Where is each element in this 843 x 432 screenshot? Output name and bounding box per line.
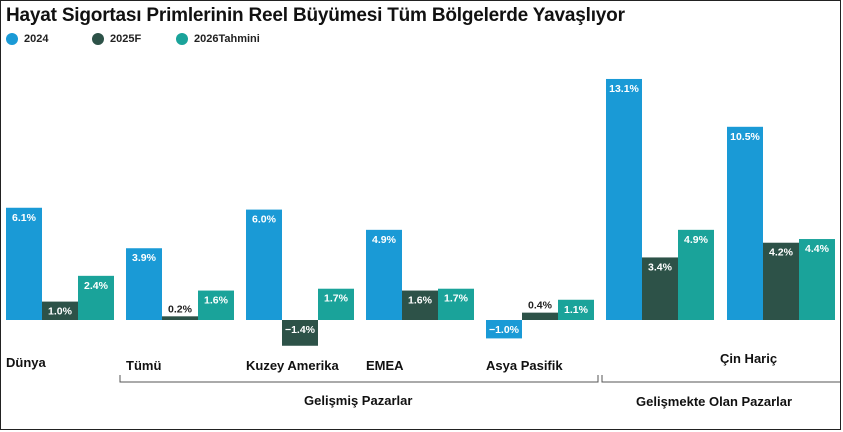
bar-g5-s2: [678, 229, 714, 320]
category-label-5: Çin Hariç: [720, 351, 777, 366]
value-label-g2-s2: 1.7%: [324, 293, 349, 305]
bar-g3-s2: [438, 288, 474, 320]
value-label-g0-s1: 1.0%: [48, 306, 73, 318]
legend-swatch-2024: [6, 33, 18, 45]
value-label-g3-s1: 1.6%: [408, 295, 433, 307]
bar-g2-s1: [282, 320, 318, 346]
value-label-g0-s0: 6.1%: [12, 212, 37, 224]
bar-g6-s0: [727, 126, 763, 320]
bracket-developed: [119, 375, 599, 383]
bar-g5-s0: [606, 78, 642, 321]
bar-g3-s0: [366, 229, 402, 320]
value-label-g1-s0: 3.9%: [132, 252, 157, 264]
legend-item-2025f: 2025F: [92, 33, 141, 45]
category-label-1: Tümü: [126, 358, 161, 373]
legend-swatch-2026: [176, 33, 188, 45]
category-label-4: Asya Pasifik: [486, 358, 563, 373]
value-label-g5-s2: 4.9%: [684, 234, 709, 246]
value-label-g6-s1: 4.2%: [769, 247, 794, 259]
value-label-g2-s1: −1.4%: [285, 324, 316, 336]
value-label-g3-s2: 1.7%: [444, 293, 469, 305]
legend-label-2026: 2026Tahmini: [194, 33, 260, 45]
bar-g4-s0: [486, 320, 522, 339]
value-label-g6-s0: 10.5%: [730, 131, 760, 143]
value-label-g0-s2: 2.4%: [84, 280, 109, 292]
value-label-g4-s1: 0.4%: [528, 300, 553, 312]
bar-g4-s1: [522, 312, 558, 320]
category-label-0: Dünya: [6, 355, 47, 370]
bar-g1-s2: [198, 290, 234, 320]
legend-label-2024: 2024: [24, 33, 49, 45]
chart-title: Hayat Sigortası Primlerinin Reel Büyümes…: [6, 5, 625, 26]
value-label-g6-s2: 4.4%: [805, 243, 830, 255]
value-label-g4-s2: 1.1%: [564, 304, 589, 316]
value-label-g5-s1: 3.4%: [648, 261, 673, 273]
bar-g6-s2: [799, 239, 835, 320]
bar-g0-s0: [6, 207, 42, 320]
bar-g3-s1: [402, 290, 438, 320]
value-label-g2-s0: 6.0%: [252, 214, 277, 226]
group-label-developed: Gelişmiş Pazarlar: [304, 393, 412, 408]
bar-g4-s2: [558, 299, 594, 320]
legend-item-2024: 2024: [6, 33, 48, 45]
bar-g0-s1: [42, 301, 78, 320]
bar-g0-s2: [78, 275, 114, 320]
bar-g1-s0: [126, 248, 162, 320]
bar-g1-s1: [162, 316, 198, 320]
legend-item-2026: 2026Tahmini: [176, 33, 260, 45]
group-label-emerging: Gelişmekte Olan Pazarlar: [636, 394, 792, 409]
category-label-2: Kuzey Amerika: [246, 358, 339, 373]
category-label-3: EMEA: [366, 358, 404, 373]
bar-g2-s0: [246, 209, 282, 320]
bar-g2-s2: [318, 288, 354, 320]
value-label-g5-s0: 13.1%: [609, 83, 639, 95]
value-label-g3-s0: 4.9%: [372, 234, 397, 246]
legend-swatch-2025f: [92, 33, 104, 45]
value-label-g1-s1: 0.2%: [168, 303, 193, 315]
value-label-g1-s2: 1.6%: [204, 295, 229, 307]
bracket-emerging: [601, 375, 840, 383]
legend-label-2025f: 2025F: [110, 33, 142, 45]
value-label-g4-s0: −1.0%: [489, 324, 520, 336]
bar-g5-s1: [642, 257, 678, 320]
bar-g6-s1: [763, 242, 799, 320]
